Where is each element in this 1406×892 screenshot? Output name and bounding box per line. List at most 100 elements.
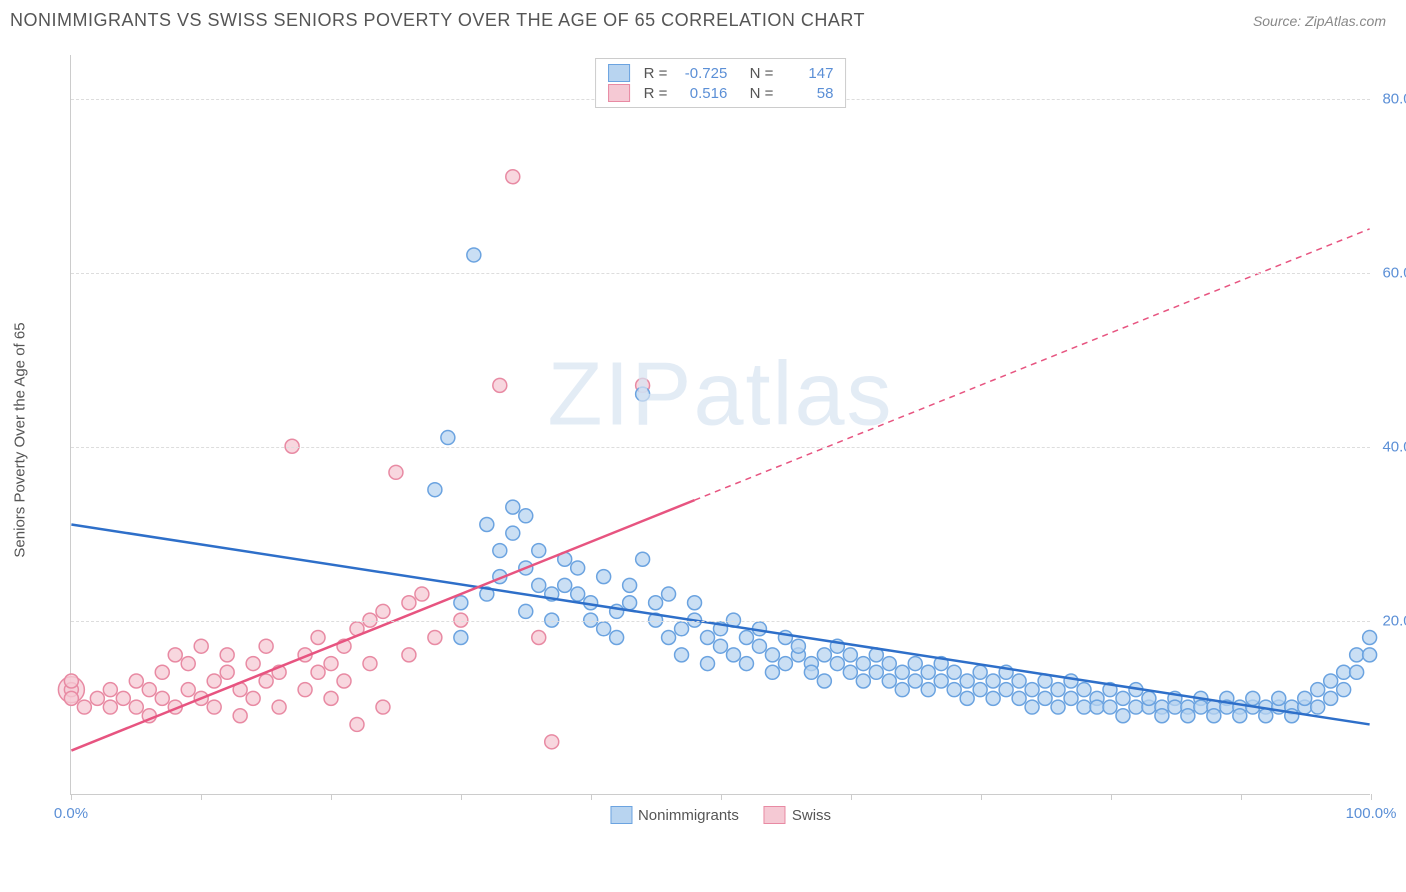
- data-point-nonimmigrants: [571, 561, 585, 575]
- data-point-nonimmigrants: [791, 639, 805, 653]
- data-point-nonimmigrants: [804, 665, 818, 679]
- data-point-nonimmigrants: [493, 544, 507, 558]
- data-point-nonimmigrants: [636, 387, 650, 401]
- xtick: [1241, 794, 1242, 800]
- data-point-nonimmigrants: [441, 431, 455, 445]
- data-point-nonimmigrants: [1337, 683, 1351, 697]
- data-point-swiss: [207, 674, 221, 688]
- chart-title: NONIMMIGRANTS VS SWISS SENIORS POVERTY O…: [10, 10, 865, 31]
- data-point-nonimmigrants: [1038, 691, 1052, 705]
- data-point-swiss: [337, 674, 351, 688]
- data-point-nonimmigrants: [1025, 700, 1039, 714]
- n-value-nonimmigrants: 147: [783, 65, 833, 82]
- data-point-nonimmigrants: [1363, 648, 1377, 662]
- data-point-swiss: [116, 691, 130, 705]
- chart-container: Seniors Poverty Over the Age of 65 ZIPat…: [50, 55, 1390, 825]
- data-point-swiss: [298, 683, 312, 697]
- legend-item-nonimmigrants: Nonimmigrants: [610, 806, 739, 824]
- data-point-nonimmigrants: [947, 683, 961, 697]
- x-axis-legend: Nonimmigrants Swiss: [610, 806, 831, 824]
- data-point-nonimmigrants: [571, 587, 585, 601]
- data-point-swiss: [428, 631, 442, 645]
- xtick: [721, 794, 722, 800]
- data-point-nonimmigrants: [986, 674, 1000, 688]
- data-point-swiss: [220, 648, 234, 662]
- data-point-nonimmigrants: [1077, 700, 1091, 714]
- legend-swatch-swiss: [764, 806, 786, 824]
- data-point-swiss: [324, 657, 338, 671]
- data-point-nonimmigrants: [1168, 700, 1182, 714]
- data-point-swiss: [64, 691, 78, 705]
- data-point-nonimmigrants: [726, 648, 740, 662]
- stats-row-swiss: R = 0.516 N = 58: [608, 83, 834, 103]
- data-point-swiss: [207, 700, 221, 714]
- data-point-nonimmigrants: [817, 648, 831, 662]
- data-point-nonimmigrants: [895, 683, 909, 697]
- data-point-nonimmigrants: [869, 665, 883, 679]
- swatch-nonimmigrants: [608, 64, 630, 82]
- data-point-swiss: [155, 691, 169, 705]
- data-point-nonimmigrants: [1012, 691, 1026, 705]
- data-point-nonimmigrants: [908, 657, 922, 671]
- n-value-swiss: 58: [783, 85, 833, 102]
- data-point-nonimmigrants: [1025, 683, 1039, 697]
- data-point-nonimmigrants: [1324, 691, 1338, 705]
- data-point-nonimmigrants: [1324, 674, 1338, 688]
- data-point-nonimmigrants: [1194, 700, 1208, 714]
- data-point-nonimmigrants: [1129, 700, 1143, 714]
- data-point-nonimmigrants: [1350, 665, 1364, 679]
- data-point-nonimmigrants: [921, 665, 935, 679]
- data-point-nonimmigrants: [843, 665, 857, 679]
- data-point-swiss: [90, 691, 104, 705]
- data-point-nonimmigrants: [1012, 674, 1026, 688]
- data-point-swiss: [181, 683, 195, 697]
- data-point-nonimmigrants: [649, 596, 663, 610]
- legend-label-nonimmigrants: Nonimmigrants: [638, 807, 739, 824]
- xtick: [851, 794, 852, 800]
- regression-line-nonimmigrants: [71, 524, 1369, 724]
- data-point-nonimmigrants: [778, 657, 792, 671]
- data-point-swiss: [402, 648, 416, 662]
- data-point-swiss: [350, 717, 364, 731]
- data-point-swiss: [311, 665, 325, 679]
- ytick-label: 60.0%: [1382, 264, 1406, 281]
- xtick: [461, 794, 462, 800]
- data-point-nonimmigrants: [817, 674, 831, 688]
- data-point-nonimmigrants: [532, 578, 546, 592]
- xtick: [331, 794, 332, 800]
- data-point-nonimmigrants: [610, 631, 624, 645]
- data-point-swiss: [376, 604, 390, 618]
- data-point-swiss: [259, 674, 273, 688]
- data-point-nonimmigrants: [973, 683, 987, 697]
- data-point-nonimmigrants: [1116, 709, 1130, 723]
- data-point-nonimmigrants: [714, 639, 728, 653]
- data-point-nonimmigrants: [1103, 700, 1117, 714]
- r-value-swiss: 0.516: [677, 85, 727, 102]
- xtick-label: 0.0%: [54, 805, 88, 822]
- data-point-swiss: [506, 170, 520, 184]
- xtick: [591, 794, 592, 800]
- data-point-swiss: [103, 700, 117, 714]
- data-point-nonimmigrants: [921, 683, 935, 697]
- data-point-swiss: [194, 639, 208, 653]
- y-axis-label: Seniors Poverty Over the Age of 65: [12, 322, 29, 557]
- ytick-label: 40.0%: [1382, 438, 1406, 455]
- data-point-nonimmigrants: [532, 544, 546, 558]
- data-point-nonimmigrants: [1142, 691, 1156, 705]
- data-point-swiss: [415, 587, 429, 601]
- data-point-swiss: [272, 700, 286, 714]
- data-point-nonimmigrants: [765, 665, 779, 679]
- data-point-nonimmigrants: [1311, 700, 1325, 714]
- data-point-nonimmigrants: [480, 517, 494, 531]
- gridline-h: [71, 621, 1370, 622]
- data-point-nonimmigrants: [701, 657, 715, 671]
- data-point-swiss: [103, 683, 117, 697]
- data-point-nonimmigrants: [882, 674, 896, 688]
- data-point-swiss: [363, 657, 377, 671]
- data-point-swiss: [129, 674, 143, 688]
- data-point-swiss: [532, 631, 546, 645]
- data-point-nonimmigrants: [1155, 709, 1169, 723]
- data-point-nonimmigrants: [830, 657, 844, 671]
- data-point-swiss: [324, 691, 338, 705]
- data-point-nonimmigrants: [1077, 683, 1091, 697]
